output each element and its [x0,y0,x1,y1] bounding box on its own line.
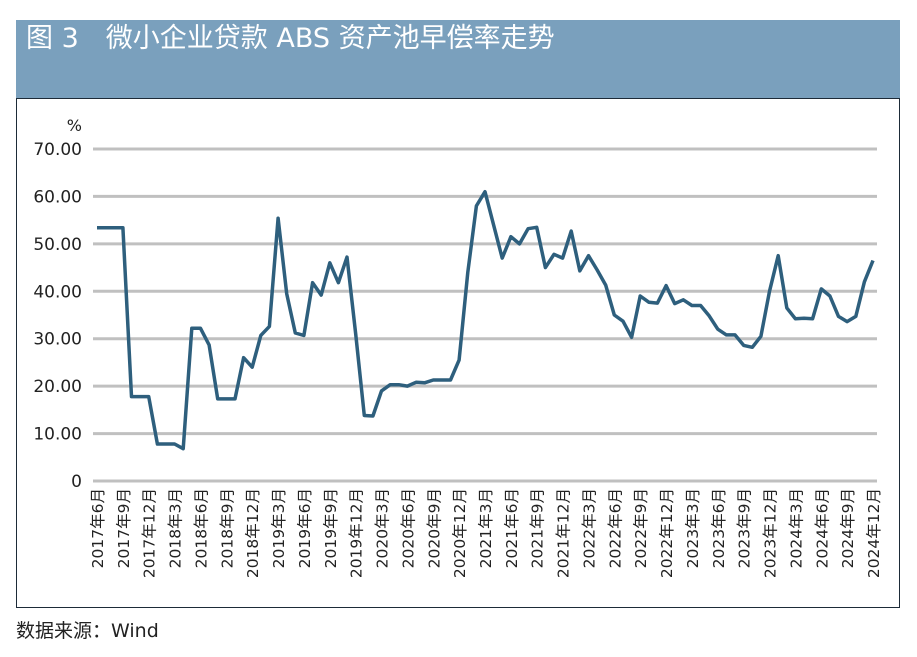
x-tick-label: 2018年12月 [244,488,262,578]
series-line [97,189,875,451]
x-tick-label: 2020年6月 [399,488,417,568]
x-tick-label: 2018年9月 [218,488,236,568]
x-tick-label: 2020年3月 [374,488,392,568]
y-tick-label: 0 [71,472,82,492]
y-tick-label: 70.00 [33,140,82,160]
x-tick-label: 2017年6月 [89,488,107,568]
x-tick-label: 2022年6月 [606,488,624,568]
x-tick-label: 2023年12月 [762,488,780,578]
y-axis-unit: % [67,116,82,135]
x-tick-label: 2020年9月 [425,488,443,568]
chart-frame [16,98,900,608]
x-tick-label: 2023年6月 [710,488,728,568]
x-tick-label: 2018年3月 [167,488,185,568]
x-tick-label: 2024年9月 [839,488,857,568]
x-tick-label: 2019年9月 [322,488,340,568]
x-tick-label: 2021年12月 [555,488,573,578]
source-note: 数据来源：Wind [16,620,159,642]
y-tick-label: 60.00 [33,187,82,207]
y-tick-label: 20.00 [33,377,82,397]
x-tick-label: 2020年12月 [451,488,469,578]
x-tick-label: 2022年9月 [632,488,650,568]
x-tick-label: 2023年3月 [684,488,702,568]
x-tick-label: 2019年3月 [270,488,288,568]
x-tick-label: 2023年9月 [736,488,754,568]
y-tick-label: 30.00 [33,330,82,350]
chart-title: 图 3 微小企业贷款 ABS 资产池早偿率走势 [26,23,555,54]
x-tick-label: 2021年9月 [529,488,547,568]
x-tick-label: 2022年3月 [580,488,598,568]
x-tick-label: 2018年6月 [192,488,210,568]
x-tick-label: 2022年12月 [658,488,676,578]
x-tick-label: 2017年9月 [115,488,133,568]
x-tick-label: 2019年12月 [348,488,366,578]
x-tick-label: 2021年3月 [477,488,495,568]
x-tick-label: 2017年12月 [141,488,159,578]
x-tick-label: 2019年6月 [296,488,314,568]
x-tick-label: 2021年6月 [503,488,521,568]
y-tick-label: 40.00 [33,282,82,302]
x-tick-label: 2024年12月 [865,488,883,578]
chart-title-bar [16,20,900,98]
x-tick-label: 2024年6月 [813,488,831,568]
y-tick-label: 10.00 [33,425,82,445]
x-tick-label: 2024年3月 [787,488,805,568]
y-tick-label: 50.00 [33,235,82,255]
